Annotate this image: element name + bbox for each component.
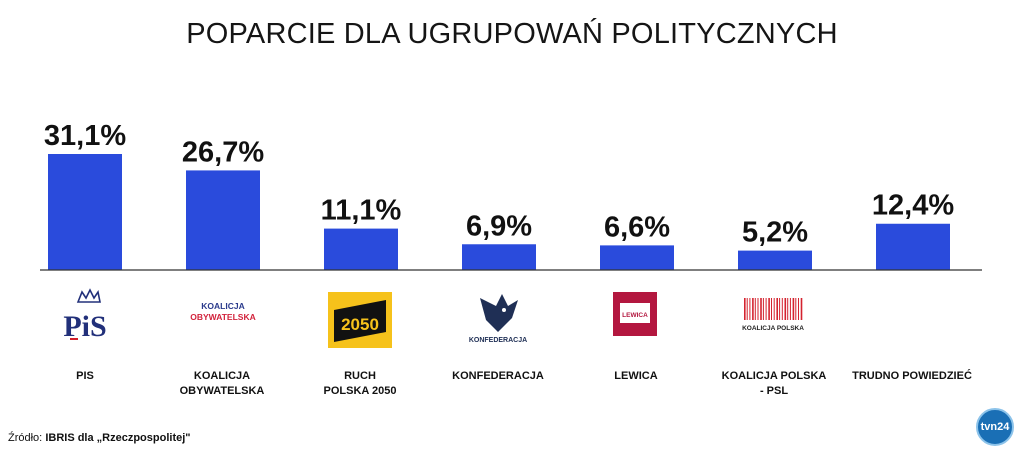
bar-value-label-1: 31,1% — [44, 120, 126, 152]
svg-text:KOALICJA: KOALICJA — [201, 301, 244, 311]
bar-5 — [600, 245, 674, 270]
svg-text:2050: 2050 — [341, 315, 379, 334]
svg-text:OBYWATELSKA: OBYWATELSKA — [190, 312, 255, 322]
label-koalicja-obywatelska: KOALICJA OBYWATELSKA — [179, 370, 265, 397]
bar-value-label-5: 6,6% — [604, 211, 670, 243]
bar-2 — [186, 170, 260, 270]
tvn24-logo: tvn24 — [976, 408, 1014, 446]
source-text: IBRIS dla „Rzeczpospolitej" — [45, 432, 191, 444]
svg-text:PiS: PiS — [63, 310, 106, 343]
svg-text:KONFEDERACJA: KONFEDERACJA — [469, 337, 527, 344]
bar-3 — [324, 228, 398, 270]
koalicja-obywatelska-logo: KOALICJA OBYWATELSKA — [178, 298, 268, 328]
bar-value-label-2: 26,7% — [182, 136, 264, 168]
konfederacja-logo: KONFEDERACJA — [466, 288, 530, 348]
label-konfederacja: KONFEDERACJA — [452, 370, 544, 382]
bar-value-label-7: 12,4% — [872, 190, 954, 222]
source-note: Źródło: IBRIS dla „Rzeczpospolitej" — [8, 432, 191, 444]
chart-title: POPARCIE DLA UGRUPOWAŃ POLITYCZNYCH — [186, 18, 838, 50]
svg-text:LEWICA: LEWICA — [622, 312, 648, 319]
bar-value-label-6: 5,2% — [742, 217, 808, 249]
bar-value-label-4: 6,9% — [466, 210, 532, 242]
label-psl: KOALICJA POLSKA - PSL — [721, 370, 827, 397]
psl-logo: KOALICJA POLSKA — [740, 296, 806, 336]
bar-1 — [48, 154, 122, 270]
bar-value-label-3: 11,1% — [321, 195, 402, 227]
lewica-logo: LEWICA — [613, 292, 657, 336]
label-polska-2050: RUCH POLSKA 2050 — [323, 370, 397, 397]
bar-6 — [738, 250, 812, 270]
polska-2050-logo: 2050 — [328, 292, 392, 348]
svg-text:KOALICJA POLSKA: KOALICJA POLSKA — [742, 325, 804, 332]
source-prefix: Źródło: — [8, 432, 43, 444]
bar-4 — [462, 244, 536, 270]
label-trudno-powiedziec: TRUDNO POWIEDZIEĆ — [852, 370, 972, 382]
bar-7 — [876, 223, 950, 270]
label-lewica: LEWICA — [614, 370, 658, 382]
label-pis: PIS — [76, 370, 94, 382]
pis-logo: PiS — [52, 284, 118, 344]
